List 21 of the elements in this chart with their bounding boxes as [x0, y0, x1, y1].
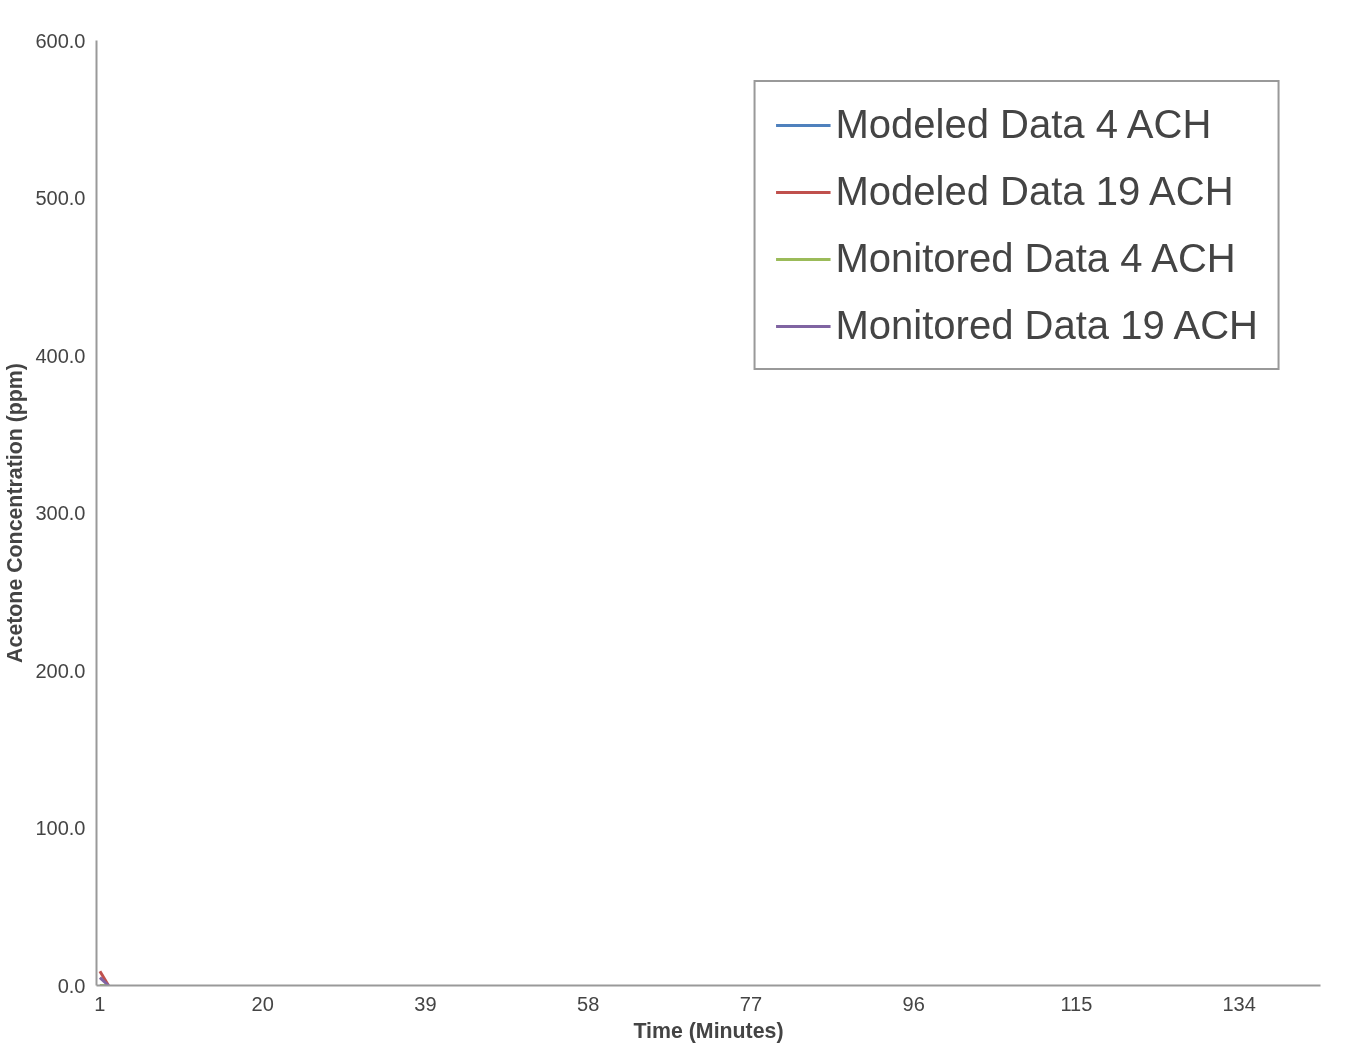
y-tick-label: 200.0 [35, 659, 86, 682]
y-tick-label: 300.0 [35, 502, 86, 524]
x-tick-label: 77 [739, 992, 763, 1015]
x-tick-label: 20 [251, 992, 274, 1015]
x-tick-label: 39 [414, 992, 437, 1015]
y-tick-label: 500.0 [35, 187, 86, 209]
x-tick-label: 58 [577, 992, 600, 1015]
x-axis-title: Time (Minutes) [633, 1018, 784, 1043]
y-tick-label: 100.0 [35, 817, 86, 839]
x-tick-label: 115 [1060, 992, 1093, 1015]
y-axis-title: Acetone Concentration (ppm) [3, 363, 28, 663]
y-tick-label: 400.0 [35, 344, 86, 367]
x-tick-label: 1 [94, 992, 106, 1015]
legend-label: Monitored Data 4 ACH [835, 236, 1236, 281]
x-tick-label: 96 [902, 992, 925, 1015]
legend-label: Modeled Data 4 ACH [835, 102, 1212, 147]
legend-label: Modeled Data 19 ACH [835, 169, 1234, 214]
y-tick-label: 600.0 [35, 29, 86, 52]
legend-label: Monitored Data 19 ACH [835, 303, 1258, 348]
x-tick-label: 134 [1222, 992, 1256, 1015]
y-tick-label: 0.0 [57, 974, 86, 997]
